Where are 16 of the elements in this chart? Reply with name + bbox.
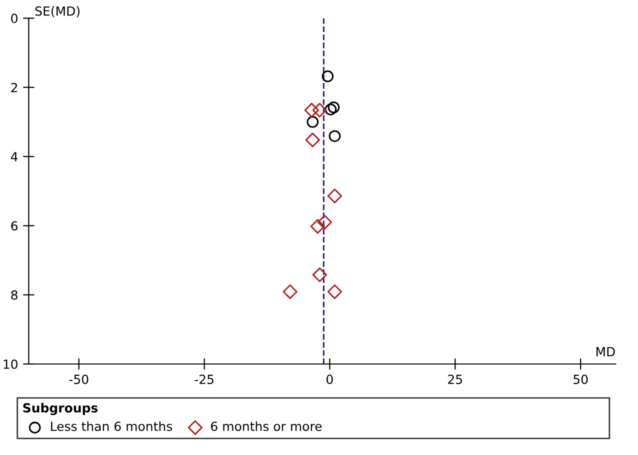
x-tick-label: 25: [448, 374, 462, 384]
legend-label: Less than 6 months: [51, 421, 172, 432]
y-tick-label: 2: [11, 82, 18, 92]
x-tick-label: 0: [326, 374, 333, 384]
legend-title: Subgroups: [23, 402, 98, 416]
x-axis-title: MD: [596, 347, 615, 356]
y-tick-label: 6: [11, 221, 18, 231]
y-axis-title: SE(MD): [35, 6, 80, 18]
legend-label: 6 months or more: [211, 421, 322, 432]
y-tick-label: 8: [11, 290, 18, 300]
x-tick-label: -50: [69, 374, 88, 384]
y-tick-label: 0: [11, 14, 18, 24]
y-tick-label: 10: [4, 359, 18, 369]
y-tick-label: 4: [10, 152, 18, 162]
x-tick-label: -25: [194, 374, 214, 384]
x-tick-label: 50: [574, 374, 588, 384]
